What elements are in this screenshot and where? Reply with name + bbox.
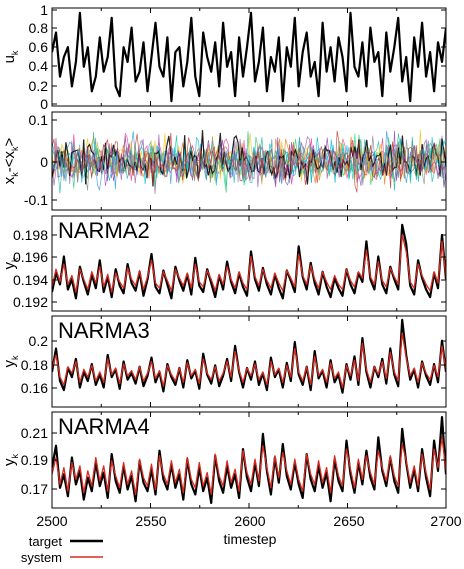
legend-label-target: target xyxy=(29,534,63,549)
y-tick-label: 0.192 xyxy=(13,294,48,310)
plot-area xyxy=(52,129,446,195)
y-tick-label: 0.17 xyxy=(21,481,48,497)
y-tick-label: -0.1 xyxy=(24,192,48,208)
y-axis-label: yk xyxy=(1,454,20,467)
x-tick-label: 2650 xyxy=(333,513,364,529)
panel-narma2: 0.198 0.196 0.194 0.192 NARMA2 yk xyxy=(1,215,447,312)
y-tick-label: 0.19 xyxy=(21,452,48,468)
panel-input: 0 0.2 0.4 0.6 0.8 1 uk xyxy=(1,2,447,112)
y-tick-label: 0.196 xyxy=(13,249,48,265)
panel-title: NARMA2 xyxy=(58,218,150,243)
state-trace xyxy=(52,130,446,193)
panels: 00.20.40.60.81uk0.10-0.1xk-<xk>0.1980.19… xyxy=(1,2,447,509)
y-tick-label: 0 xyxy=(40,96,48,112)
plot-area xyxy=(52,318,446,394)
panel-narma4: 0.21 0.19 0.17 NARMA4 yk xyxy=(1,411,447,509)
y-tick-label: 0.6 xyxy=(29,39,49,55)
y-tick-label: 0.8 xyxy=(29,20,49,36)
y-tick-label: 0.21 xyxy=(21,425,48,441)
panel-narma3: 0.2 0.18 0.16 NARMA3 yk xyxy=(1,315,447,408)
y-tick-label: 0.2 xyxy=(29,333,49,349)
y-tick-label: 0.16 xyxy=(21,380,48,396)
y-tick-label: 1 xyxy=(40,2,48,18)
legend: target system xyxy=(21,534,103,565)
series-line-input xyxy=(52,11,446,103)
series-line-target xyxy=(52,416,446,504)
y-tick-label: 0.194 xyxy=(13,272,48,288)
x-tick-label: 2700 xyxy=(430,513,461,529)
y-tick-label: 0.1 xyxy=(29,112,49,128)
series-line-system xyxy=(52,332,446,389)
x-tick-label: 2550 xyxy=(135,513,166,529)
y-axis-label: yk xyxy=(1,355,20,368)
y-tick-label: 0.198 xyxy=(13,227,48,243)
y-tick-label: 0.18 xyxy=(21,357,48,373)
y-tick-label: 0 xyxy=(40,154,48,170)
y-tick-label: 0.2 xyxy=(29,78,49,94)
plot-area xyxy=(52,11,446,103)
x-tick-label: 2500 xyxy=(36,513,67,529)
panel-states: 0.1 0 -0.1xk-<xk> xyxy=(1,111,447,211)
panel-title: NARMA3 xyxy=(58,318,150,343)
series-line-system xyxy=(52,234,446,293)
series-line-system xyxy=(52,436,446,496)
y-axis-label: xk-<xk> xyxy=(1,138,20,185)
panel-title: NARMA4 xyxy=(58,414,150,439)
plot-area xyxy=(52,223,446,300)
legend-label-system: system xyxy=(21,550,62,565)
x-tick-label: 2600 xyxy=(234,513,265,529)
y-tick-label: 0.4 xyxy=(29,58,49,74)
x-axis-label: timestep xyxy=(224,531,277,547)
plot-area xyxy=(52,416,446,504)
state-trace xyxy=(52,130,446,188)
y-axis-label: yk xyxy=(1,257,20,270)
y-axis-label: uk xyxy=(1,50,20,63)
x-axis: 2500 2550 2600 2650 2700 timestep xyxy=(36,513,461,547)
